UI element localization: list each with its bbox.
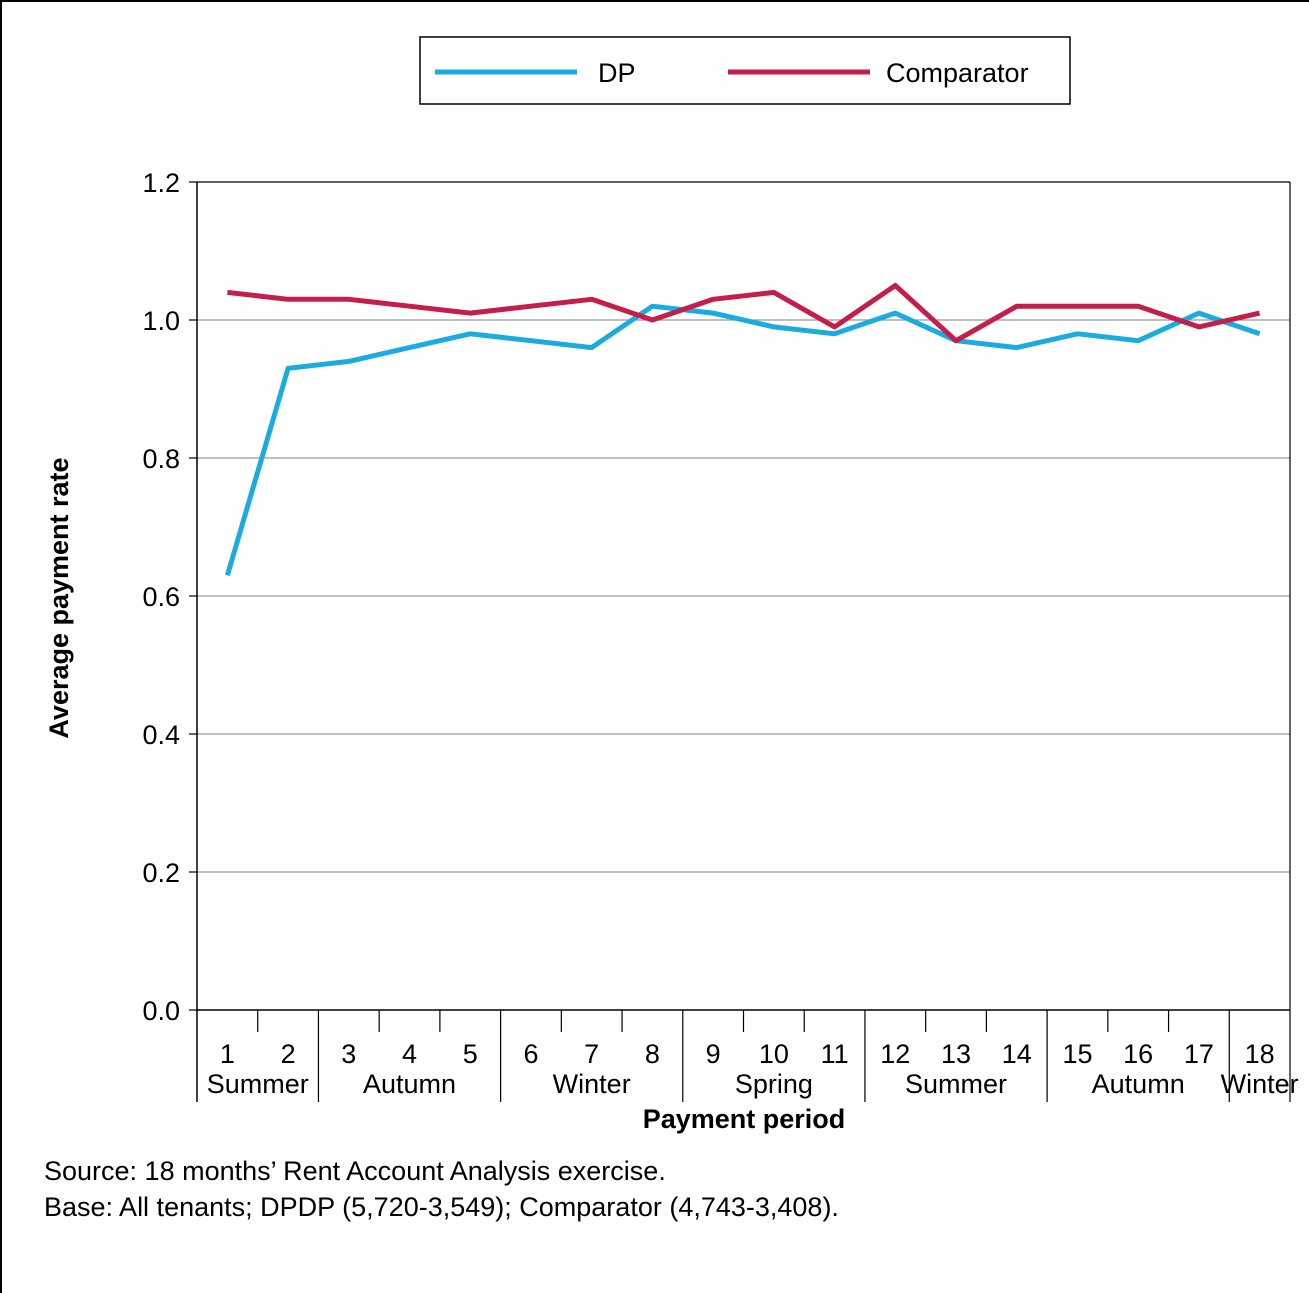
x-tick-label: 16 (1123, 1039, 1153, 1069)
x-tick-label: 14 (1002, 1039, 1032, 1069)
base-note: Base: All tenants; DPDP (5,720-3,549); C… (44, 1192, 839, 1222)
x-tick-label: 15 (1062, 1039, 1092, 1069)
season-label: Winter (1221, 1069, 1299, 1099)
x-tick-label: 9 (706, 1039, 721, 1069)
x-tick-label: 13 (941, 1039, 971, 1069)
x-tick-label: 18 (1245, 1039, 1275, 1069)
source-note: Source: 18 months’ Rent Account Analysis… (44, 1156, 666, 1186)
season-label: Autumn (1092, 1069, 1185, 1099)
y-tick-label: 0.6 (142, 582, 180, 612)
x-tick-label: 12 (880, 1039, 910, 1069)
x-tick-label: 11 (821, 1039, 849, 1069)
series-line-dp (225, 303, 1261, 577)
y-tick-label: 1.0 (142, 306, 180, 336)
x-tick-label: 10 (759, 1039, 789, 1069)
x-tick-label: 4 (402, 1039, 417, 1069)
x-tick-label: 7 (584, 1039, 599, 1069)
x-tick-label: 5 (463, 1039, 478, 1069)
y-tick-label: 0.0 (142, 996, 180, 1026)
series-line-comparator (227, 283, 1261, 344)
x-axis-title: Payment period (643, 1104, 846, 1134)
y-axis-title: Average payment rate (44, 457, 74, 738)
x-tick-label: 17 (1184, 1039, 1214, 1069)
x-tick-label: 3 (341, 1039, 356, 1069)
season-label: Spring (735, 1069, 813, 1099)
x-tick-label: 2 (281, 1039, 296, 1069)
season-label: Summer (905, 1069, 1007, 1099)
x-tick-label: 6 (523, 1039, 538, 1069)
season-label: Autumn (363, 1069, 456, 1099)
plot-area: 0.00.20.40.60.81.01.21 2 3 4 5 6 7 8 9 10 11 12 13 14… (142, 168, 1299, 1102)
legend-label-comparator: Comparator (886, 58, 1029, 88)
y-tick-label: 1.2 (142, 168, 180, 198)
season-label: Summer (207, 1069, 309, 1099)
y-tick-label: 0.4 (142, 720, 180, 750)
x-tick-label: 1 (220, 1039, 235, 1069)
legend-label-dp: DP (598, 58, 636, 88)
y-tick-label: 0.8 (142, 444, 180, 474)
season-label: Winter (553, 1069, 631, 1099)
y-tick-label: 0.2 (142, 858, 180, 888)
x-tick-label: 8 (645, 1039, 660, 1069)
